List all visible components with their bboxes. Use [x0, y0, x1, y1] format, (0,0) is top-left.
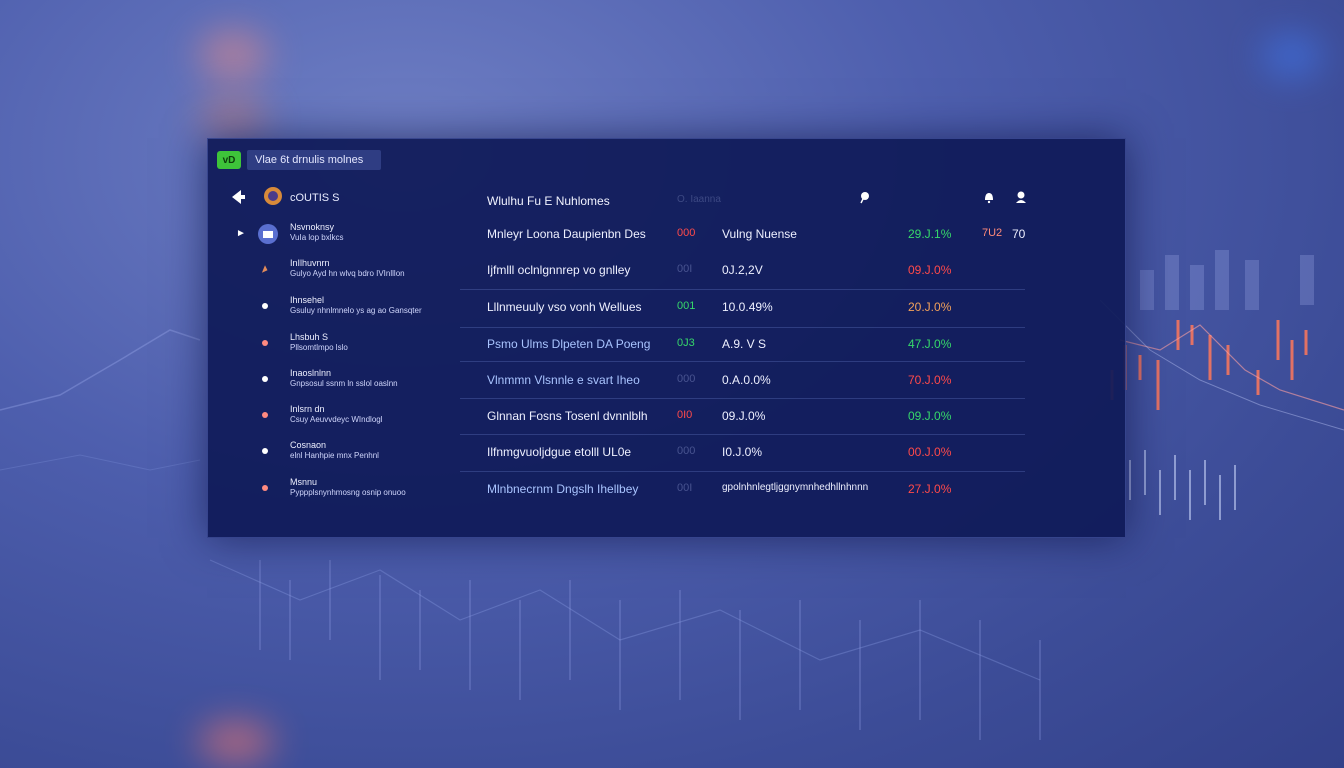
asset-code: 00I: [677, 482, 693, 494]
asset-subtitle: VuIa lop bxlkcs: [290, 233, 344, 242]
asset-icon: [260, 301, 270, 311]
asset-icon: [260, 483, 270, 493]
table-row[interactable]: Cosnaon elnl Hanhpie mnx Penhnl Ilfnmgvuol…: [208, 434, 1125, 470]
asset-code: 0I0: [677, 409, 693, 421]
background-glow: [1262, 36, 1322, 76]
asset-name: Inaoslnlnn: [290, 368, 332, 378]
asset-description: Lllnmeuuly vso vonh Wellues: [487, 300, 642, 314]
asset-icon: [260, 338, 270, 348]
asset-description: Vlnmmn Vlsnnle e svart Iheo: [487, 373, 640, 387]
asset-name: Msnnu: [290, 477, 318, 487]
brand-label: cOUTIS S: [290, 192, 340, 204]
asset-name: InIlhuvnrn: [290, 258, 330, 268]
table-row[interactable]: Lhsbuh S Pllsomtlmpo lslo Psmo Ulms Dlpete…: [208, 326, 1125, 362]
background-glow: [198, 95, 268, 140]
background-glow: [198, 722, 274, 762]
table-row[interactable]: Ihnsehel Gsuluy nhnlmnelo ys ag ao Gansqt…: [208, 289, 1125, 325]
asset-change: 09.J.0%: [908, 263, 952, 277]
asset-name: Ihnsehel: [290, 295, 325, 305]
asset-code: 001: [677, 300, 696, 312]
asset-name: Lhsbuh S: [290, 332, 329, 342]
asset-extra: 7U2: [982, 227, 1003, 239]
asset-subtitle: Csuy Aeuvvdeyc WIndlogl: [290, 415, 383, 424]
back-arrow-icon[interactable]: [228, 187, 250, 207]
background-glow: [198, 30, 268, 80]
row-divider: [460, 327, 1025, 328]
row-divider: [460, 398, 1025, 399]
asset-value: Vulng Nuense: [722, 227, 797, 241]
table-row[interactable]: Inlsrn dn Csuy Aeuvvdeyc WIndlogl Glnnan F…: [208, 398, 1125, 434]
asset-subtitle: Gulyo Ayd hn wlvq bdro IVInlllon: [290, 269, 405, 278]
asset-code: 000: [677, 373, 696, 385]
asset-description: Glnnan Fosns Tosenl dvnnlblh: [487, 409, 648, 423]
asset-code: 000: [677, 445, 696, 457]
asset-code: 0J3: [677, 337, 695, 349]
asset-change: 70.J.0%: [908, 373, 952, 387]
table-row[interactable]: Msnnu Pyppplsnynhmosng osnip onuoo Mlnbnec…: [208, 471, 1125, 507]
asset-change: 29.J.1%: [908, 227, 952, 241]
asset-value: 10.0.49%: [722, 300, 773, 314]
asset-name: Inlsrn dn: [290, 404, 325, 414]
asset-value: gpolnhnlegtljggnymnhedhllnhnnn: [722, 482, 869, 493]
asset-name: Nsvnoknsy: [290, 222, 335, 232]
asset-icon: [260, 264, 270, 274]
asset-value: 0.A.0.0%: [722, 373, 771, 387]
asset-change: 09.J.0%: [908, 409, 952, 423]
row-divider: [460, 289, 1025, 290]
asset-code: 00I: [677, 263, 693, 275]
asset-change: 20.J.0%: [908, 300, 952, 314]
row-divider: [460, 434, 1025, 435]
asset-description: Psmo Ulms Dlpeten DA Poeng: [487, 337, 651, 351]
row-marker-icon: ►: [236, 228, 246, 239]
row-divider: [460, 361, 1025, 362]
table-row[interactable]: ► Nsvnoknsy VuIa lop bxlkcs Mnleyr Loona Da…: [208, 216, 1125, 252]
asset-code: 000: [677, 227, 696, 239]
asset-subtitle: Gsuluy nhnlmnelo ys ag ao Gansqter: [290, 306, 422, 315]
asset-icon: [260, 374, 270, 384]
asset-description: Mlnbnecrnm Dngslh Ihellbey: [487, 482, 639, 496]
bell-icon[interactable]: [982, 190, 996, 204]
asset-subtitle: Gnpsosul ssnm ln sslol oaslnn: [290, 379, 398, 388]
asset-value: 0J.2,2V: [722, 263, 763, 277]
asset-subtitle: Pyppplsnynhmosng osnip onuoo: [290, 488, 406, 497]
asset-change: 27.J.0%: [908, 482, 952, 496]
asset-value: 09.J.0%: [722, 409, 766, 423]
table-row[interactable]: InIlhuvnrn Gulyo Ayd hn wlvq bdro IVInlll…: [208, 252, 1125, 288]
asset-subtitle: elnl Hanhpie mnx Penhnl: [290, 451, 379, 460]
asset-description: Ijfmlll oclnlgnnrep vo gnlley: [487, 263, 631, 277]
asset-description: Mnleyr Loona Daupienbn Des: [487, 227, 646, 241]
table-row[interactable]: Inaoslnlnn Gnpsosul ssnm ln sslol oaslnn V…: [208, 362, 1125, 398]
asset-subtitle: Pllsomtlmpo lslo: [290, 343, 348, 352]
asset-extra-value: 70: [1012, 227, 1026, 241]
window-titlebar: vD Vlae 6t drnulis molnes: [217, 150, 382, 170]
asset-value: A.9. V S: [722, 337, 767, 351]
column-header-description: Wlulhu Fu E Nuhlomes: [487, 194, 610, 208]
asset-change: 47.J.0%: [908, 337, 952, 351]
window-title: Vlae 6t drnulis molnes: [247, 150, 382, 170]
row-divider: [460, 471, 1025, 472]
column-header-dim: O. Iaanna: [677, 194, 721, 205]
asset-icon: [260, 410, 270, 420]
asset-icon: [256, 222, 280, 246]
app-badge: vD: [217, 151, 241, 169]
market-panel: vD Vlae 6t drnulis molnes cOUTIS S Wlulh…: [207, 138, 1126, 538]
asset-value: I0.J.0%: [722, 445, 763, 459]
user-icon[interactable]: [1014, 190, 1028, 204]
asset-change: 00.J.0%: [908, 445, 952, 459]
asset-description: Ilfnmgvuoljdgue etolll UL0e: [487, 445, 632, 459]
asset-name: Cosnaon: [290, 440, 327, 450]
asset-icon: [260, 446, 270, 456]
coin-icon: [262, 185, 284, 207]
pin-icon[interactable]: [858, 190, 872, 204]
